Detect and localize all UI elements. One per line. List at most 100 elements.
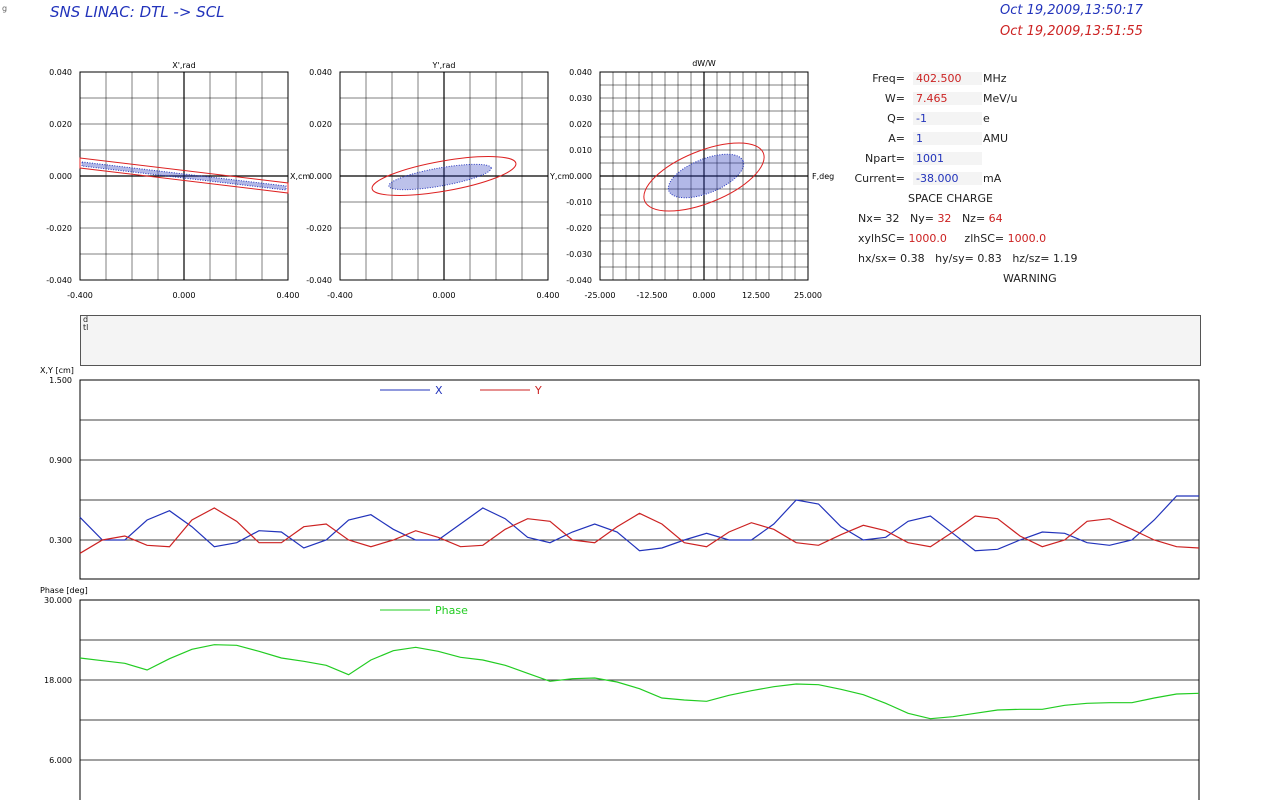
param-unit: mA: [983, 172, 1002, 185]
ny-value: 32: [937, 212, 952, 225]
phase-plot-z-title: dW/W: [692, 59, 716, 68]
param-unit: AMU: [983, 132, 1009, 145]
y-tick-label: -0.040: [566, 276, 592, 285]
zlhsc-label: zlhSC=: [964, 232, 1005, 245]
param-label: Current=: [854, 172, 905, 185]
x-tick-label: -25.000: [585, 291, 616, 300]
phase-plot-z-axes: [600, 72, 808, 280]
energy-field[interactable]: 7.465: [913, 92, 982, 105]
phase-plot-y-axes: [340, 72, 548, 280]
y-tick-label: -0.020: [46, 224, 72, 233]
space-charge-heading: SPACE CHARGE: [908, 192, 993, 205]
envelope-chart-yticks: 1.500 0.900 0.300: [49, 376, 72, 545]
phase-plot-z-axis-label: F,deg: [812, 172, 834, 181]
param-label: Freq=: [872, 72, 905, 85]
y-tick-label: 6.000: [49, 756, 72, 765]
y-tick-label: 0.000: [49, 172, 72, 181]
legend-phase-label: Phase: [435, 604, 468, 617]
param-unit: MeV/u: [983, 92, 1018, 105]
envelope-legend: X Y: [380, 384, 542, 397]
y-tick-label: 18.000: [44, 676, 72, 685]
hzsz-value: 1.19: [1053, 252, 1078, 265]
y-tick-label: -0.040: [306, 276, 332, 285]
legend-y-label: Y: [534, 384, 542, 397]
phase-chart: Phase [deg] 30.000 18.000 6.000 Phase: [40, 586, 1200, 800]
y-tick-label: 0.030: [569, 94, 592, 103]
hzsz-label: hz/sz=: [1012, 252, 1050, 265]
phase-legend: Phase: [380, 604, 468, 617]
phase-plot-z-yticks: 0.040 0.030 0.020 0.010 0.000 -0.010 -0.…: [566, 68, 592, 285]
dtl-layout-strip: dtl: [80, 315, 1201, 366]
nz-value: 64: [988, 212, 1003, 225]
current-field[interactable]: -38.000: [913, 172, 982, 185]
phase-chart-yticks: 30.000 18.000 6.000: [44, 596, 72, 765]
phase-plot-x-yticks: 0.040 0.020 0.000 -0.020 -0.040: [46, 68, 72, 285]
phase-plot-x-title: X',rad: [172, 61, 196, 70]
phase-plot-y-yticks: 0.040 0.020 0.000 -0.020 -0.040: [306, 68, 332, 285]
ny-label: Ny=: [909, 212, 934, 225]
phase-plot-x: X',rad 0.040 0.020 0.000 -0.020 -0.040 -…: [46, 61, 310, 300]
phase-plot-y-ellipse-outer: [371, 156, 517, 196]
x-tick-label: 12.500: [742, 291, 770, 300]
y-tick-label: -0.010: [566, 198, 592, 207]
y-tick-label: 0.040: [309, 68, 332, 77]
x-tick-label: -0.400: [67, 291, 93, 300]
nx-label: Nx=: [858, 212, 882, 225]
phase-plot-y-xticks: -0.400 0.000 0.400: [327, 291, 559, 300]
charge-field[interactable]: -1: [913, 112, 982, 125]
phase-plot-x-particles: [81, 161, 287, 191]
phase-plot-y-title: Y',rad: [432, 61, 456, 70]
phase-plot-y-axis-label: Y,cm: [549, 172, 570, 181]
phase-plot-z: dW/W 0.040 0.030 0.020 0.010 0.000 -0.01…: [566, 59, 834, 300]
phase-series: [79, 644, 1200, 720]
legend-x-label: X: [435, 384, 443, 397]
y-tick-label: 0.020: [49, 120, 72, 129]
y-tick-label: 0.300: [49, 536, 72, 545]
y-tick-label: 1.500: [49, 376, 72, 385]
freq-field[interactable]: 402.500: [913, 72, 982, 85]
y-tick-label: 0.020: [309, 120, 332, 129]
phase-chart-grid: [80, 639, 1199, 761]
phase-plot-x-ellipse-outer: [79, 157, 289, 194]
npart-field[interactable]: 1001: [913, 152, 982, 165]
y-tick-label: 0.040: [49, 68, 72, 77]
warning-label: WARNING: [1003, 272, 1057, 285]
x-tick-label: 0.000: [433, 291, 456, 300]
y-tick-label: -0.040: [46, 276, 72, 285]
hxsx-label: hx/sx=: [858, 252, 897, 265]
series-line-phase: [79, 644, 1200, 720]
envelope-chart: X,Y [cm] 1.500 0.900 0.300 X Y: [40, 366, 1200, 580]
envelope-chart-ylabel: X,Y [cm]: [40, 366, 74, 375]
xylhsc-label: xylhSC=: [858, 232, 905, 245]
y-tick-label: 0.000: [569, 172, 592, 181]
dtl-label: dtl: [83, 315, 89, 332]
timestamp-end: Oct 19,2009,13:51:55: [1000, 24, 1143, 39]
timestamp-start: Oct 19,2009,13:50:17: [1000, 3, 1143, 18]
y-tick-label: 0.000: [309, 172, 332, 181]
sc-length-row: xylhSC= 1000.0 zlhSC= 1000.0: [858, 232, 1046, 245]
nz-label: Nz=: [961, 212, 986, 225]
phase-plot-y-particles: [388, 163, 492, 191]
envelope-chart-frame: [79, 379, 1200, 580]
phase-plot-x-xticks: -0.400 0.000 0.400: [67, 291, 299, 300]
y-tick-label: -0.020: [306, 224, 332, 233]
y-tick-label: 30.000: [44, 596, 72, 605]
envelope-chart-grid: [80, 419, 1199, 541]
hxsx-value: 0.38: [900, 252, 925, 265]
param-unit: e: [983, 112, 990, 125]
x-tick-label: 0.000: [173, 291, 196, 300]
phase-plot-z-ellipse-outer: [643, 142, 765, 212]
param-label: Npart=: [864, 152, 905, 165]
y-tick-label: 0.020: [569, 120, 592, 129]
nx-value: 32: [885, 212, 900, 225]
mass-field[interactable]: 1: [913, 132, 982, 145]
x-tick-label: -12.500: [637, 291, 668, 300]
series-line-x: [79, 495, 1199, 552]
phase-plot-x-axis-label: X,cm: [290, 172, 310, 181]
param-unit: MHz: [983, 72, 1007, 85]
param-label: Q=: [887, 112, 905, 125]
phase-plot-z-xticks: -25.000 -12.500 0.000 12.500 25.000: [585, 291, 822, 300]
x-tick-label: 0.400: [537, 291, 560, 300]
phase-plot-y: Y',rad 0.040 0.020 0.000 -0.020 -0.040 -…: [306, 61, 570, 300]
